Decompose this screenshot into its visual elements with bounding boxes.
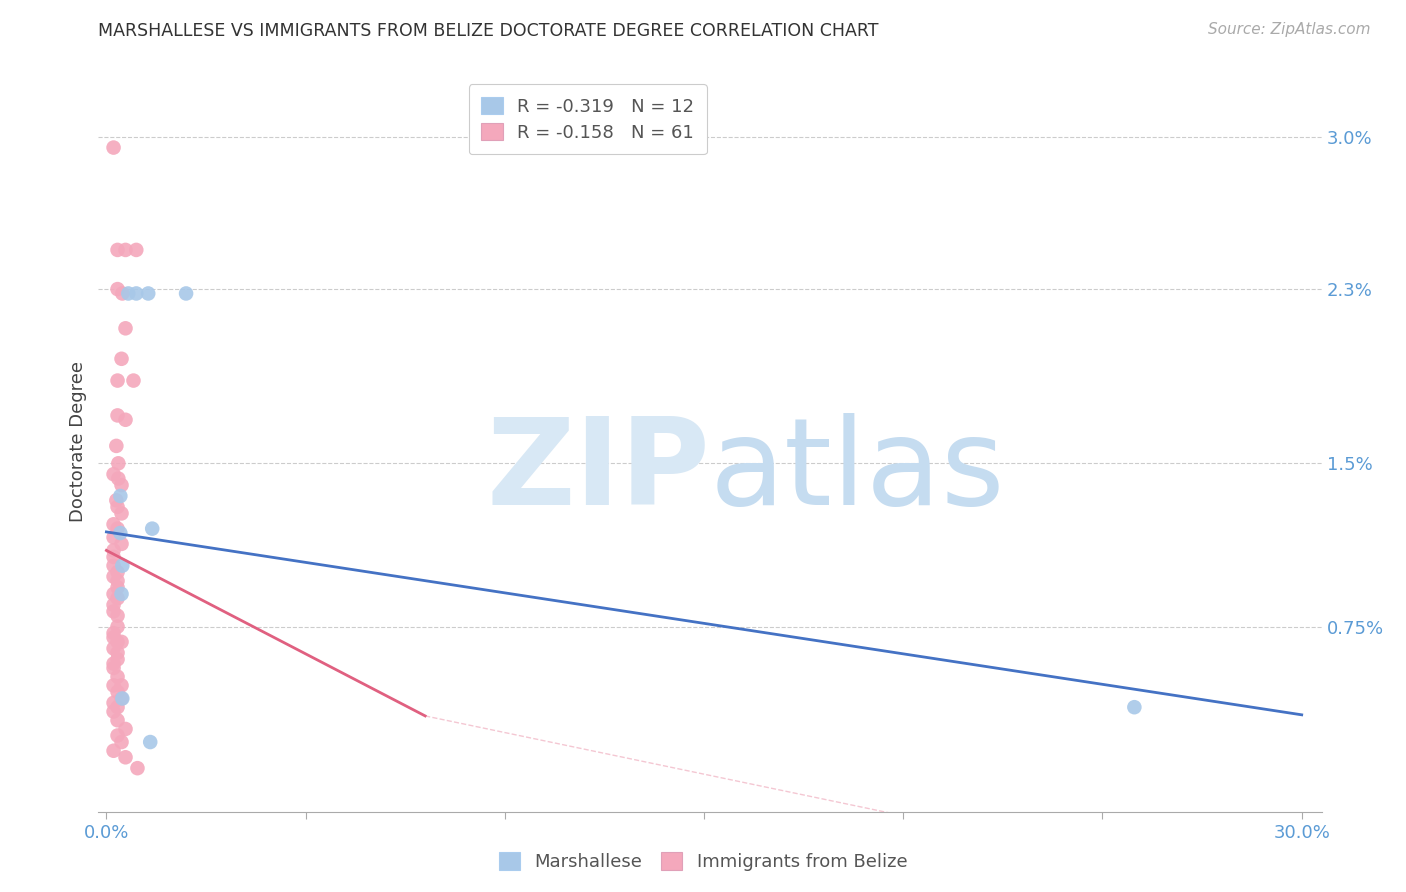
Point xyxy=(107,574,129,588)
Point xyxy=(103,598,125,612)
Point xyxy=(110,678,132,692)
Point xyxy=(117,286,139,301)
Point xyxy=(103,549,125,564)
Point xyxy=(107,608,129,623)
Point xyxy=(114,413,136,427)
Point xyxy=(103,631,125,645)
Point xyxy=(103,517,125,532)
Point xyxy=(110,537,132,551)
Point xyxy=(139,735,162,749)
Point xyxy=(110,691,132,706)
Point xyxy=(107,409,129,423)
Point xyxy=(103,657,125,671)
Point xyxy=(103,530,125,544)
Point xyxy=(107,591,129,606)
Point xyxy=(107,646,129,660)
Point xyxy=(107,565,129,579)
Point xyxy=(103,696,125,710)
Legend: R = -0.319   N = 12, R = -0.158   N = 61: R = -0.319 N = 12, R = -0.158 N = 61 xyxy=(468,84,707,154)
Point xyxy=(125,243,148,257)
Point xyxy=(136,286,159,301)
Point xyxy=(111,691,134,706)
Point xyxy=(110,526,132,541)
Point xyxy=(107,635,129,649)
Point xyxy=(107,581,129,595)
Point xyxy=(141,522,163,536)
Point xyxy=(127,761,149,775)
Point xyxy=(103,587,125,601)
Point xyxy=(107,471,129,485)
Point xyxy=(114,321,136,335)
Point xyxy=(174,286,197,301)
Point xyxy=(107,374,129,388)
Point xyxy=(103,140,125,154)
Point xyxy=(103,467,125,482)
Text: MARSHALLESE VS IMMIGRANTS FROM BELIZE DOCTORATE DEGREE CORRELATION CHART: MARSHALLESE VS IMMIGRANTS FROM BELIZE DO… xyxy=(98,22,879,40)
Point xyxy=(107,670,129,684)
Point xyxy=(107,713,129,727)
Text: atlas: atlas xyxy=(710,413,1005,530)
Point xyxy=(110,351,132,366)
Point xyxy=(110,507,132,521)
Point xyxy=(107,243,129,257)
Point xyxy=(107,652,129,666)
Point xyxy=(103,678,125,692)
Point xyxy=(107,282,129,296)
Point xyxy=(110,489,132,503)
Point xyxy=(103,626,125,640)
Point xyxy=(103,543,125,558)
Point xyxy=(103,558,125,573)
Point xyxy=(105,493,128,508)
Point xyxy=(107,700,129,714)
Point xyxy=(107,729,129,743)
Y-axis label: Doctorate Degree: Doctorate Degree xyxy=(69,361,87,522)
Point xyxy=(114,243,136,257)
Point xyxy=(111,286,134,301)
Point xyxy=(107,685,129,699)
Point xyxy=(111,558,134,573)
Point xyxy=(1123,700,1146,714)
Point xyxy=(103,705,125,719)
Point xyxy=(107,619,129,633)
Point xyxy=(110,478,132,492)
Legend: Marshallese, Immigrants from Belize: Marshallese, Immigrants from Belize xyxy=(491,846,915,879)
Point xyxy=(103,744,125,758)
Point xyxy=(125,286,148,301)
Text: ZIP: ZIP xyxy=(486,413,710,530)
Point xyxy=(110,587,132,601)
Point xyxy=(110,635,132,649)
Point xyxy=(105,439,128,453)
Point xyxy=(103,661,125,675)
Point xyxy=(114,722,136,736)
Point xyxy=(107,522,129,536)
Text: Source: ZipAtlas.com: Source: ZipAtlas.com xyxy=(1208,22,1371,37)
Point xyxy=(103,569,125,583)
Point xyxy=(103,641,125,656)
Point xyxy=(122,374,145,388)
Point xyxy=(110,735,132,749)
Point xyxy=(107,500,129,514)
Point xyxy=(107,456,129,470)
Point xyxy=(114,750,136,764)
Point xyxy=(103,604,125,618)
